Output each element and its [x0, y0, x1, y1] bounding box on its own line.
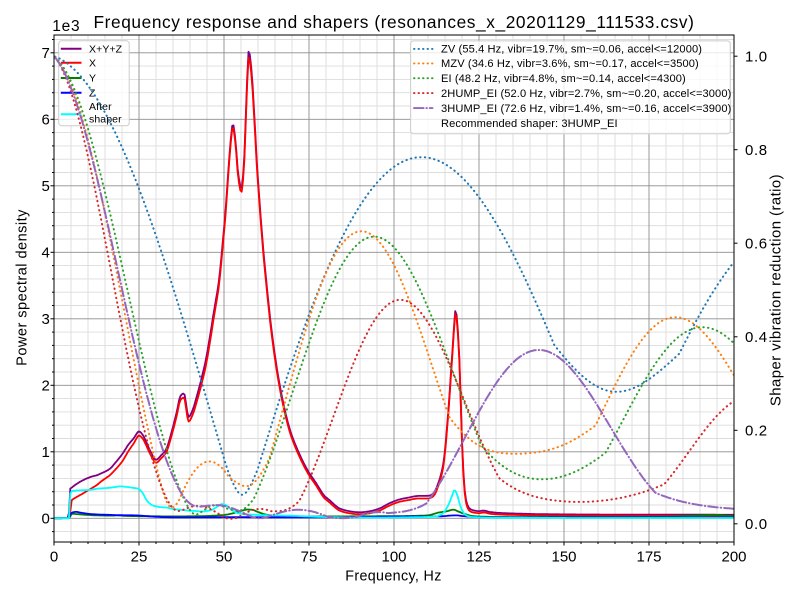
svg-text:150: 150 — [551, 549, 576, 566]
svg-text:25: 25 — [131, 549, 148, 566]
svg-text:X: X — [89, 57, 96, 69]
svg-text:Power spectral density: Power spectral density — [15, 209, 31, 366]
svg-text:2HUMP_EI (52.0 Hz, vibr=2.7%,: 2HUMP_EI (52.0 Hz, vibr=2.7%, sm~=0.20, … — [441, 88, 731, 100]
svg-text:0.6: 0.6 — [745, 236, 768, 253]
svg-text:1e3: 1e3 — [52, 18, 80, 35]
svg-text:ZV (55.4 Hz, vibr=19.7%, sm~=0: ZV (55.4 Hz, vibr=19.7%, sm~=0.06, accel… — [441, 44, 702, 56]
svg-text:7: 7 — [41, 45, 49, 62]
svg-text:2: 2 — [41, 378, 49, 395]
svg-text:5: 5 — [41, 178, 49, 195]
svg-text:125: 125 — [466, 549, 491, 566]
svg-text:Z: Z — [89, 88, 96, 100]
svg-text:0: 0 — [41, 511, 49, 528]
svg-text:After: After — [89, 101, 112, 113]
svg-text:0.0: 0.0 — [745, 516, 768, 533]
svg-text:1: 1 — [41, 444, 49, 461]
svg-text:0.8: 0.8 — [745, 142, 768, 159]
svg-text:MZV (34.6 Hz, vibr=3.6%, sm~=0: MZV (34.6 Hz, vibr=3.6%, sm~=0.17, accel… — [441, 58, 699, 70]
svg-text:Y: Y — [89, 73, 96, 85]
svg-text:175: 175 — [636, 549, 661, 566]
svg-text:100: 100 — [381, 549, 406, 566]
svg-text:Recommended shaper: 3HUMP_EI: Recommended shaper: 3HUMP_EI — [441, 118, 618, 130]
svg-text:X+Y+Z: X+Y+Z — [89, 44, 123, 56]
svg-text:6: 6 — [41, 112, 49, 129]
svg-text:200: 200 — [721, 549, 746, 566]
svg-text:75: 75 — [301, 549, 318, 566]
svg-text:1.0: 1.0 — [745, 49, 768, 66]
svg-text:0: 0 — [50, 549, 58, 566]
svg-text:4: 4 — [41, 245, 49, 262]
svg-text:3HUMP_EI (72.6 Hz, vibr=1.4%,: 3HUMP_EI (72.6 Hz, vibr=1.4%, sm~=0.16, … — [441, 103, 731, 115]
svg-text:Shaper vibration reduction (ra: Shaper vibration reduction (ratio) — [768, 174, 784, 406]
svg-text:Frequency response and shapers: Frequency response and shapers (resonanc… — [93, 12, 694, 32]
svg-text:50: 50 — [216, 549, 233, 566]
svg-text:Frequency, Hz: Frequency, Hz — [345, 569, 441, 585]
svg-text:shaper: shaper — [89, 114, 122, 126]
svg-text:0.2: 0.2 — [745, 423, 768, 440]
svg-text:3: 3 — [41, 311, 49, 328]
svg-text:EI (48.2 Hz, vibr=4.8%, sm~=0.: EI (48.2 Hz, vibr=4.8%, sm~=0.14, accel<… — [441, 73, 686, 85]
svg-text:0.4: 0.4 — [745, 329, 768, 346]
